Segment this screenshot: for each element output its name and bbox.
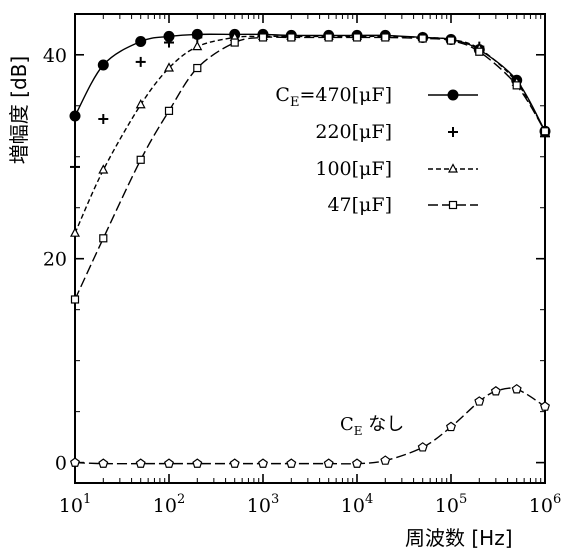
data-point <box>230 38 239 47</box>
data-point <box>417 442 428 452</box>
legend: CE=470[μF] 220[μF] 100[μF] 47[μF] <box>275 84 478 216</box>
series-line <box>74 387 546 465</box>
data-point <box>258 33 268 42</box>
y-tick-label: 0 <box>55 453 67 475</box>
data-point <box>324 33 333 42</box>
data-point <box>136 155 145 164</box>
x-tick-label: 103 <box>247 492 279 517</box>
legend-marker <box>448 127 458 137</box>
data-point <box>540 401 550 411</box>
legend-item-1: 220[μF] <box>315 121 458 143</box>
data-point <box>192 40 203 51</box>
plot-area <box>74 13 546 484</box>
legend-label: 220[μF] <box>315 121 392 143</box>
legend-item-2: 100[μF] <box>315 158 478 180</box>
data-point <box>229 458 240 468</box>
x-tick-label: 105 <box>435 492 467 517</box>
x-tick-label: 104 <box>341 492 373 517</box>
annotation-layer: CE なし <box>340 414 404 438</box>
plot-frame <box>74 13 546 484</box>
data-point <box>287 33 296 42</box>
data-point <box>511 383 522 394</box>
data-point <box>475 47 484 56</box>
data-point <box>99 234 108 243</box>
data-point <box>135 36 147 48</box>
data-point <box>490 385 501 396</box>
y-tick-label: 40 <box>43 45 67 67</box>
data-point <box>70 161 80 172</box>
legend-label: CE=470[μF] <box>275 84 392 110</box>
data-point <box>352 458 362 468</box>
legend-marker <box>447 89 459 101</box>
data-point <box>474 396 485 406</box>
series-4 <box>70 383 550 468</box>
legend-marker <box>448 200 458 210</box>
series-3 <box>70 33 550 304</box>
data-point <box>512 81 521 90</box>
legend-item-0: CE=470[μF] <box>275 84 478 110</box>
data-point <box>98 458 109 468</box>
data-point <box>418 34 427 43</box>
data-point <box>135 98 146 109</box>
legend-label: 47[μF] <box>327 194 392 216</box>
data-point <box>135 56 146 67</box>
data-point <box>380 455 391 465</box>
data-point <box>193 63 202 73</box>
data-point <box>164 458 174 468</box>
x-tick-label: 106 <box>529 492 561 517</box>
data-point <box>97 59 109 71</box>
data-point <box>70 457 80 467</box>
data-point <box>381 33 390 42</box>
series-line <box>74 35 546 234</box>
data-point <box>192 32 203 43</box>
data-point <box>323 458 334 468</box>
data-point <box>446 421 456 432</box>
data-point <box>164 62 174 72</box>
data-point <box>70 295 80 304</box>
data-point <box>98 114 109 125</box>
data-point <box>69 110 81 122</box>
data-point <box>446 36 456 45</box>
x-tick-label: 102 <box>153 492 185 517</box>
x-axis-title: 周波数 [Hz] <box>405 526 513 550</box>
series-line <box>74 36 546 300</box>
data-point <box>192 458 203 468</box>
annotation-no-ce: CE なし <box>340 414 404 438</box>
y-tick-label: 20 <box>43 249 67 271</box>
x-tick-label: 101 <box>59 492 91 517</box>
data-point <box>540 127 550 136</box>
data-point <box>258 458 268 468</box>
series-line <box>74 33 546 132</box>
legend-item-3: 47[μF] <box>327 194 478 216</box>
data-point <box>352 33 362 42</box>
axes-layer: 増幅度 [dB] 周波数 [Hz] 101 102 103 104 105 106 0 20 4… <box>7 45 561 550</box>
y-axis-title: 増幅度 [dB] <box>7 56 31 164</box>
data-point <box>98 164 109 174</box>
legend-marker <box>448 163 458 173</box>
data-point <box>164 106 174 115</box>
data-point <box>163 30 175 42</box>
data-point <box>164 37 174 48</box>
data-point <box>70 227 80 237</box>
legend-label: 100[μF] <box>315 158 392 180</box>
data-point <box>135 458 146 468</box>
series-layer <box>69 28 551 468</box>
data-point <box>286 458 297 468</box>
